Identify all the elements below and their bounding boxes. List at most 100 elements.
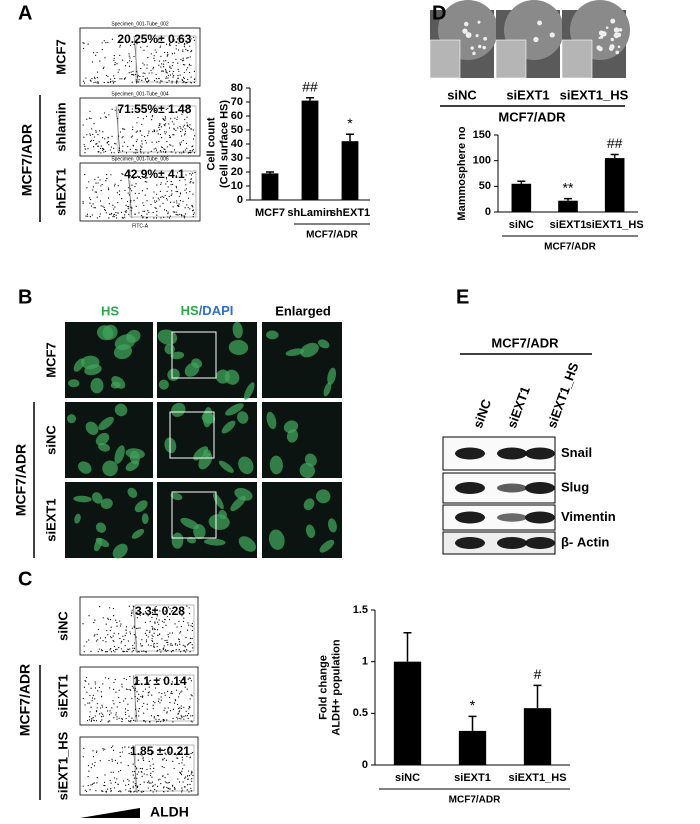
event-dot — [145, 683, 147, 685]
event-dot — [192, 206, 194, 208]
event-dot — [165, 150, 167, 153]
event-dot — [130, 615, 132, 617]
event-dot — [175, 58, 177, 60]
event-dot — [189, 642, 191, 644]
event-dot — [141, 140, 143, 142]
event-dot — [133, 626, 135, 629]
event-dot — [84, 704, 86, 706]
event-dot — [152, 197, 154, 199]
event-dot — [125, 678, 128, 681]
event-dot — [146, 680, 148, 682]
event-dot — [155, 77, 157, 80]
event-dot — [193, 212, 195, 214]
event-dot — [186, 605, 188, 607]
event-dot — [111, 760, 113, 762]
event-dot — [98, 713, 101, 715]
event-dot — [157, 700, 160, 702]
event-dot — [174, 623, 176, 625]
significance: ## — [302, 79, 318, 95]
event-dot — [191, 629, 193, 632]
event-dot — [112, 615, 115, 617]
event-dot — [172, 708, 175, 710]
event-dot — [136, 777, 138, 779]
event-dot — [177, 62, 179, 64]
cell — [266, 330, 279, 340]
event-dot — [118, 717, 120, 719]
cell — [327, 518, 337, 533]
event-dot — [168, 781, 170, 784]
sphere — [475, 34, 479, 38]
event-dot — [162, 648, 164, 650]
event-dot — [172, 134, 174, 136]
event-dot — [190, 180, 192, 183]
event-dot — [155, 618, 158, 620]
event-dot — [177, 747, 179, 749]
event-dot — [148, 782, 150, 784]
event-dot — [143, 64, 145, 66]
event-dot — [153, 79, 156, 82]
event-dot — [161, 620, 163, 622]
event-dot — [114, 183, 116, 185]
cell — [112, 543, 128, 559]
event-dot — [125, 204, 127, 206]
event-dot — [184, 179, 186, 181]
x-tick-label: siEXT1 — [550, 219, 587, 231]
event-dot — [124, 711, 126, 713]
event-dot — [112, 216, 114, 218]
event-dot — [166, 690, 169, 692]
event-dot — [87, 765, 90, 767]
event-dot — [177, 49, 180, 51]
event-dot — [134, 689, 136, 691]
cell — [238, 536, 256, 552]
event-dot — [93, 123, 95, 125]
event-dot — [181, 791, 183, 793]
event-dot — [182, 76, 185, 78]
event-dot — [119, 131, 122, 133]
event-dot — [142, 118, 145, 120]
event-dot — [147, 644, 150, 646]
event-dot — [182, 200, 184, 202]
event-dot — [187, 78, 189, 81]
event-dot — [167, 606, 169, 608]
event-dot — [154, 49, 156, 51]
event-dot — [151, 758, 154, 760]
event-dot — [111, 758, 113, 760]
event-dot — [146, 216, 148, 219]
band — [525, 537, 555, 549]
event-dot — [89, 694, 91, 696]
event-dot — [106, 651, 109, 653]
event-dot — [194, 171, 196, 174]
cell — [180, 517, 199, 530]
event-dot — [124, 210, 126, 213]
event-dot — [138, 192, 140, 194]
event-dot — [162, 718, 164, 721]
event-dot — [83, 47, 85, 50]
event-dot — [164, 148, 166, 151]
event-dot — [143, 135, 146, 138]
event-dot — [145, 115, 148, 117]
event-dot — [167, 211, 169, 213]
event-dot — [192, 182, 194, 184]
event-dot — [112, 608, 115, 610]
event-dot — [93, 635, 95, 637]
event-dot — [88, 117, 91, 119]
event-dot — [178, 42, 180, 44]
event-dot — [160, 137, 163, 139]
event-dot — [104, 209, 107, 212]
event-dot — [113, 213, 115, 215]
y-tick-label: 0 — [362, 759, 368, 771]
event-dot — [93, 146, 95, 148]
event-dot — [97, 628, 100, 631]
sphere — [596, 45, 602, 51]
event-dot — [144, 611, 147, 613]
event-dot — [139, 643, 142, 645]
event-dot — [137, 75, 139, 77]
event-dot — [139, 614, 141, 617]
event-dot — [99, 606, 101, 608]
event-dot — [189, 45, 191, 47]
event-dot — [153, 217, 155, 219]
event-dot — [86, 641, 88, 643]
cell — [81, 355, 100, 370]
event-dot — [125, 211, 127, 213]
event-dot — [121, 717, 123, 719]
